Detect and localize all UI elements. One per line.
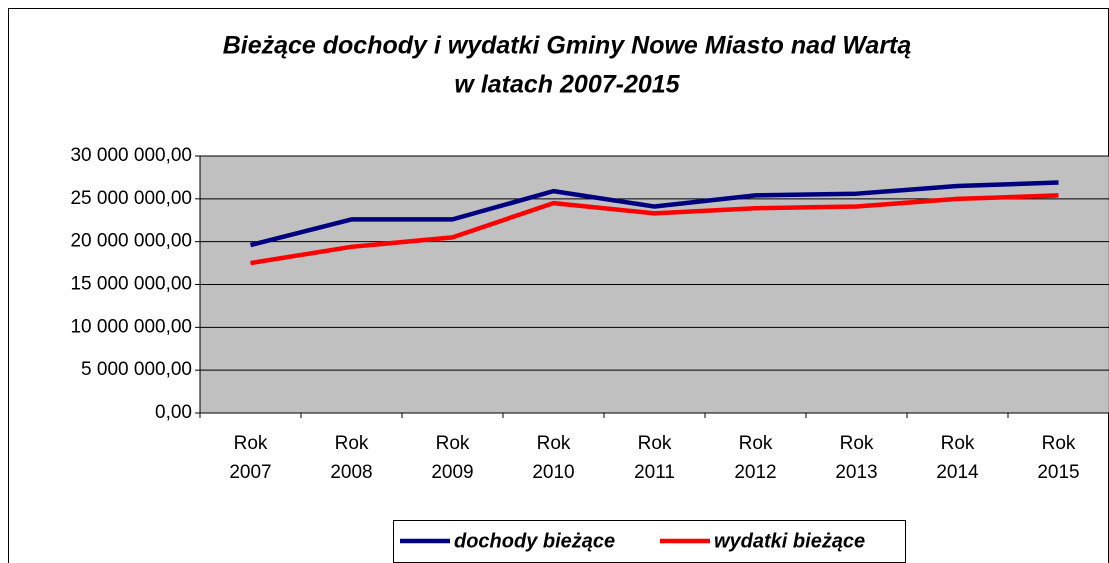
x-tick-label: Rok 2015 — [1037, 433, 1080, 483]
legend-label: dochody bieżące — [454, 530, 615, 552]
y-tick-label: 30 000 000,00 — [70, 145, 192, 166]
chart-title: Bieżące dochody i wydatki Gminy Nowe Mia… — [223, 32, 912, 60]
x-tick-label: Rok 2008 — [330, 433, 373, 483]
line-series — [249, 180, 1059, 248]
y-tick-label: 15 000 000,00 — [70, 274, 192, 295]
x-tick-label: Rok 2010 — [532, 433, 575, 483]
y-tick-label: 0,00 — [155, 402, 192, 423]
x-tick-label: Rok 2009 — [431, 433, 474, 483]
legend-box — [393, 520, 906, 563]
chart-title: w latach 2007-2015 — [454, 71, 680, 99]
x-tick-label: Rok 2011 — [634, 433, 675, 483]
x-tick-label: Rok 2013 — [835, 433, 878, 483]
y-tick-label: 5 000 000,00 — [81, 359, 192, 380]
legend-label: wydatki bieżące — [714, 530, 865, 552]
y-tick-label: 10 000 000,00 — [70, 316, 192, 337]
y-tick-label: 25 000 000,00 — [70, 188, 192, 209]
x-tick-label: Rok 2014 — [936, 433, 979, 483]
x-tick-label: Rok 2007 — [229, 433, 272, 483]
line-series — [250, 193, 1059, 266]
y-tick-label: 20 000 000,00 — [70, 231, 192, 252]
x-tick-label: Rok 2012 — [734, 433, 777, 483]
